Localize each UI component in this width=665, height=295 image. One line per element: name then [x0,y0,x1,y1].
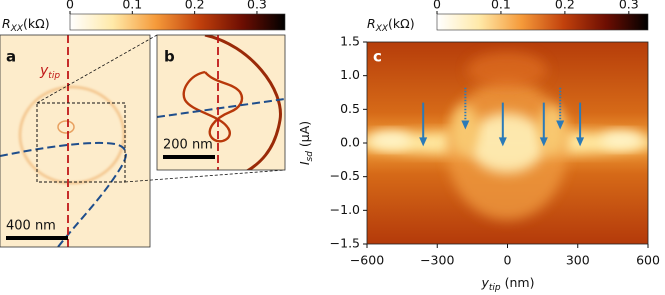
label-part: sd [305,151,315,162]
arrow-head [498,137,507,147]
label-part: tip [48,71,60,81]
zoom-line [124,169,286,183]
arrow-head [461,120,470,130]
scale-bar-label: 200 nm [163,138,213,153]
zoom-line [36,34,158,104]
colorbar-tick-label: 0.2 [185,0,205,12]
colorbar-tick-label: 0.1 [491,0,511,12]
y-axis-label: Isd (μA) [297,121,315,165]
x-tick-label: 0 [504,253,512,268]
y-tick-label: 1.5 [340,34,360,49]
label-part: XX [10,24,24,34]
arrow-head [419,137,428,147]
label-part: (kΩ) [388,16,415,31]
panel-b-frame [156,34,286,171]
panel-label: c [373,48,382,66]
arrow-head [539,137,548,147]
arrow-head [556,120,565,130]
label-part: (nm) [501,275,535,290]
colorbar-tick-label: 0.3 [247,0,267,12]
y-tick-label: 1.0 [340,67,360,82]
panel-b-image [157,35,285,170]
label-part: y [481,275,490,290]
y-tick-label: −0.5 [330,168,360,183]
colorbar-tick-label: 0.1 [122,0,142,12]
colorbar-tick-label: 0 [433,0,441,12]
tip-label: ytip [39,63,60,81]
colorbar [69,13,286,31]
panel-label: a [6,48,16,66]
panel-label: b [164,48,175,66]
colorbar [436,13,649,31]
label-part: I [297,161,312,165]
x-tick-label: 300 [566,253,590,268]
x-tick-label: 600 [636,253,660,268]
y-tick-label: −1.5 [330,236,360,251]
x-tick-label: −600 [350,253,384,268]
scale-bar-label: 400 nm [6,219,56,234]
colorbar-tick-label: 0 [66,0,74,12]
label-part: (μA) [297,121,312,151]
x-axis-label: ytip (nm) [481,275,535,293]
label-part: (kΩ) [23,16,50,31]
panel-a-image [0,35,150,247]
panel-a-frame [0,34,151,248]
label-part: R [2,16,11,31]
y-tick-label: 0.0 [340,135,360,150]
label-part: tip [489,283,501,293]
label-part: R [367,16,376,31]
colorbar-tick-label: 0.3 [619,0,639,12]
colorbar-label: RXX(kΩ) [2,16,50,34]
label-part: XX [375,24,389,34]
colorbar-tick-label: 0.2 [555,0,575,12]
label-part: y [39,63,49,79]
heatmap-image [367,42,648,244]
y-tick-label: −1.0 [330,202,360,217]
colorbar-label: RXX(kΩ) [367,16,415,34]
x-tick-label: −300 [420,253,454,268]
arrow-head [576,137,585,147]
y-tick-label: 0.5 [340,101,360,116]
